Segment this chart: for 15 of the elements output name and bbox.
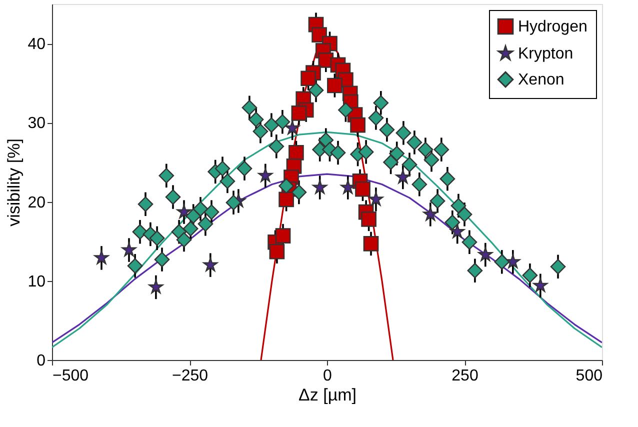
- legend-label: Xenon: [518, 72, 564, 88]
- y-tick-label: 30: [28, 115, 46, 132]
- x-tick-label: −500: [52, 368, 89, 384]
- y-axis-title: visibility [%]: [4, 138, 24, 226]
- x-axis-title: Δz [µm]: [298, 386, 356, 404]
- x-tick-label: 500: [576, 368, 603, 384]
- legend-label: Krypton: [518, 46, 574, 62]
- x-tick-label: 250: [452, 368, 478, 384]
- x-tick-label: 0: [323, 368, 332, 384]
- legend-label: Hydrogen: [518, 18, 588, 36]
- x-tick-label: −250: [172, 368, 208, 384]
- y-tick-label: 20: [28, 194, 46, 212]
- y-tick-label: 10: [28, 273, 46, 290]
- y-tick-label: 40: [28, 36, 46, 54]
- y-tick-label: 0: [36, 352, 46, 370]
